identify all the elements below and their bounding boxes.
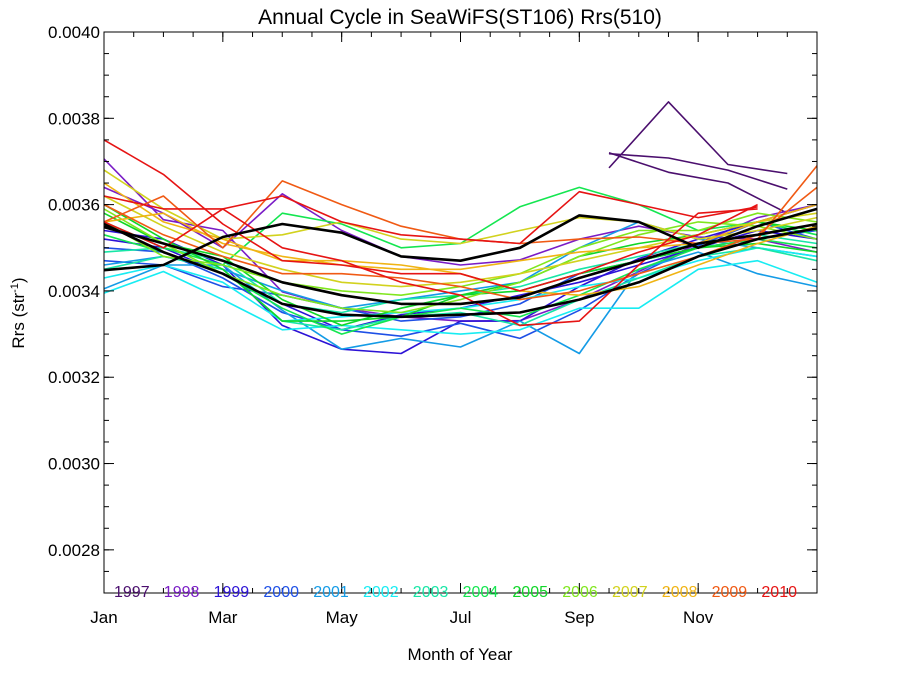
y-axis-title-sup: -1 <box>9 283 21 293</box>
legend-item-2004: 2004 <box>463 584 499 601</box>
y-tick-label: 0.0028 <box>48 541 100 560</box>
y-tick-label: 0.0032 <box>48 368 100 387</box>
legend-item-2005: 2005 <box>512 584 548 601</box>
y-axis-title: Rrs (str-1) <box>9 277 28 348</box>
y-axis-title-main: Rrs (str <box>9 293 28 349</box>
series-2010-line-2 <box>103 195 758 327</box>
legend-item-2001: 2001 <box>313 584 349 601</box>
y-axis-title-end: ) <box>9 277 28 283</box>
series-2002-line-1 <box>103 259 818 335</box>
series-1997-line-3 <box>608 152 788 190</box>
x-tick-label: May <box>326 608 359 627</box>
y-tick-label: 0.0040 <box>48 23 100 42</box>
legend-item-2010: 2010 <box>761 584 797 601</box>
legend-item-1998: 1998 <box>164 584 200 601</box>
series-2000-line-1 <box>103 221 818 340</box>
legend-item-1997: 1997 <box>114 584 150 601</box>
x-tick-label: Mar <box>208 608 238 627</box>
series-mean-line-3 <box>103 207 818 272</box>
y-tick-label: 0.0036 <box>48 196 100 215</box>
y-tick-label: 0.0038 <box>48 109 100 128</box>
series-2010-line-3 <box>103 190 758 249</box>
y-tick-label: 0.0034 <box>48 282 100 301</box>
legend-item-2006: 2006 <box>562 584 598 601</box>
x-tick-label: Jul <box>450 608 472 627</box>
chart-title: Annual Cycle in SeaWiFS(ST106) Rrs(510) <box>258 6 662 29</box>
series-1997-line-2 <box>608 152 788 214</box>
legend: 1997 1998 1999 2000 2001 2002 2003 2004 2005 2006… <box>114 584 797 601</box>
legend-item-2003: 2003 <box>413 584 449 601</box>
series-1997-line-1 <box>608 101 788 175</box>
x-tick-label: Sep <box>564 608 594 627</box>
y-tick-label: 0.0030 <box>48 455 100 474</box>
axis-ticks: 0.0028 0.0030 0.0032 0.0034 0.0036 0.0038 0.00… <box>48 23 818 627</box>
legend-item-2009: 2009 <box>712 584 748 601</box>
series-mean-line-1 <box>103 222 818 306</box>
series-2004-line-2 <box>103 234 818 335</box>
legend-item-2007: 2007 <box>612 584 648 601</box>
series-mean-line-2 <box>103 222 818 319</box>
x-tick-label: Nov <box>683 608 714 627</box>
x-axis-title: Month of Year <box>408 645 513 664</box>
legend-item-2008: 2008 <box>662 584 698 601</box>
x-tick-label: Jan <box>90 608 117 627</box>
series-lines <box>103 101 818 355</box>
legend-item-1999: 1999 <box>214 584 250 601</box>
legend-item-2002: 2002 <box>363 584 399 601</box>
legend-item-2000: 2000 <box>263 584 299 601</box>
